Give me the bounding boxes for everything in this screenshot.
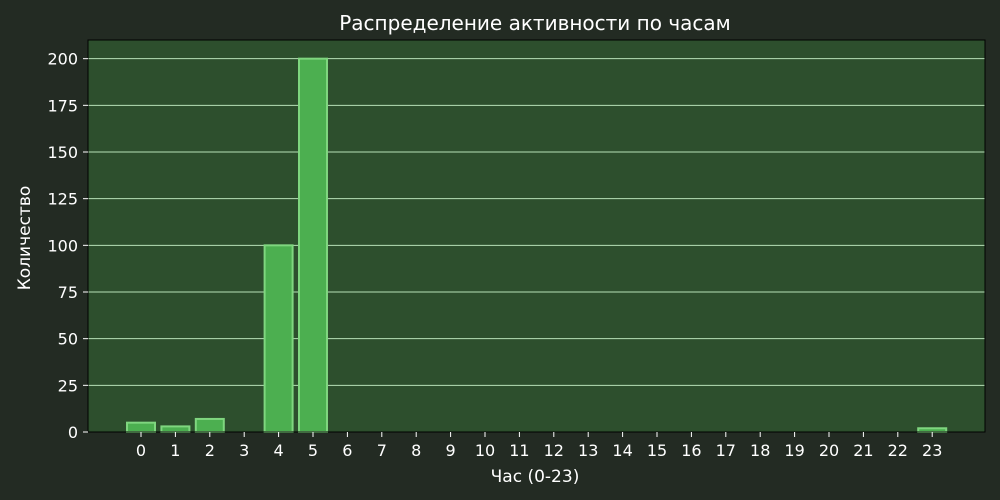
y-tick-label: 150 bbox=[47, 143, 78, 162]
x-tick-label: 22 bbox=[888, 441, 908, 460]
gridlines bbox=[88, 58, 985, 386]
x-tick-label: 11 bbox=[509, 441, 529, 460]
x-tick-label: 15 bbox=[647, 441, 667, 460]
y-tick-label: 50 bbox=[58, 330, 78, 349]
bar-hour-0 bbox=[126, 421, 156, 433]
x-tick-label: 2 bbox=[205, 441, 215, 460]
x-tick-label: 21 bbox=[853, 441, 873, 460]
x-tick-label: 0 bbox=[136, 441, 146, 460]
x-tick-label: 17 bbox=[716, 441, 736, 460]
y-tick-label: 0 bbox=[68, 423, 78, 442]
x-tick-label: 4 bbox=[274, 441, 284, 460]
bar-hour-5 bbox=[298, 57, 328, 434]
x-tick-label: 18 bbox=[750, 441, 770, 460]
chart-title: Распределение активности по часам bbox=[339, 11, 731, 35]
x-tick-label: 13 bbox=[578, 441, 598, 460]
x-tick-label: 8 bbox=[411, 441, 421, 460]
bar-hour-23 bbox=[917, 427, 948, 433]
bar-hour-4 bbox=[263, 244, 294, 433]
y-tick-label: 125 bbox=[47, 190, 78, 209]
bar-hour-2 bbox=[194, 417, 225, 433]
x-tick-label: 6 bbox=[342, 441, 352, 460]
x-tick-label: 14 bbox=[612, 441, 632, 460]
x-tick-label: 16 bbox=[681, 441, 701, 460]
bar-hour-1 bbox=[160, 425, 191, 433]
x-tick-label: 20 bbox=[819, 441, 839, 460]
x-axis: 0 1 2 3 4 5 6 7 8 9 10 11 12 13 14 15 16 17 18 19 20 21 22 23 bbox=[136, 432, 942, 460]
x-tick-label: 10 bbox=[475, 441, 495, 460]
plot-border bbox=[87, 39, 986, 433]
y-tick-label: 75 bbox=[58, 283, 78, 302]
x-tick-label: 1 bbox=[170, 441, 180, 460]
x-tick-label: 7 bbox=[377, 441, 387, 460]
x-tick-label: 9 bbox=[446, 441, 456, 460]
plot-area bbox=[88, 40, 985, 432]
x-tick-label: 19 bbox=[784, 441, 804, 460]
x-tick-label: 12 bbox=[544, 441, 564, 460]
x-axis-label: Час (0-23) bbox=[491, 467, 580, 487]
y-axis: 0 25 50 75 100 125 150 175 200 bbox=[47, 50, 88, 442]
y-axis-label: Количество bbox=[15, 186, 35, 291]
y-tick-label: 200 bbox=[47, 50, 78, 69]
x-tick-label: 23 bbox=[922, 441, 942, 460]
y-tick-label: 175 bbox=[47, 96, 78, 115]
x-tick-label: 5 bbox=[308, 441, 318, 460]
y-tick-label: 25 bbox=[58, 376, 78, 395]
x-tick-label: 3 bbox=[239, 441, 249, 460]
y-tick-label: 100 bbox=[47, 236, 78, 255]
